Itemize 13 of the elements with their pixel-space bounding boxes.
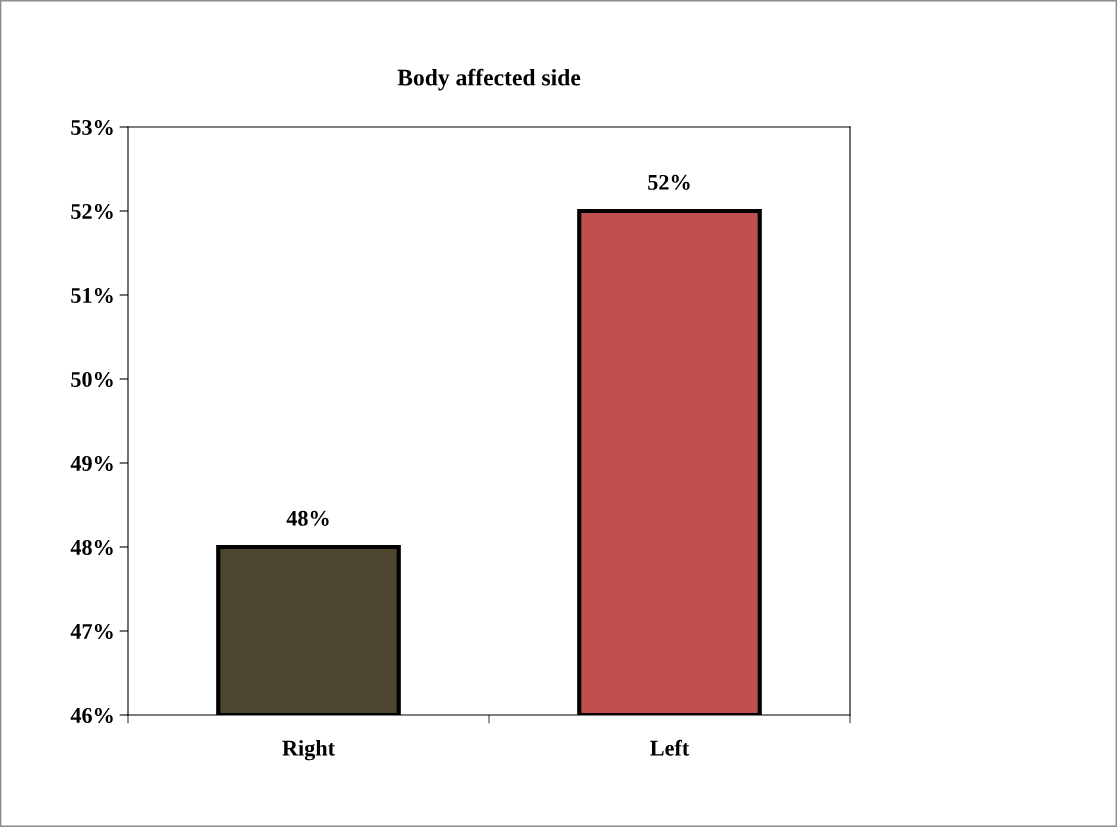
y-tick-label: 53% (71, 119, 113, 135)
data-label: 48% (286, 510, 329, 526)
y-tick-label: 46% (70, 707, 113, 723)
chart-title: Body affected side (397, 68, 581, 91)
y-tick-label: 50% (71, 371, 113, 387)
y-tick-label: 49% (70, 455, 113, 471)
y-tick-label: 47% (70, 623, 113, 639)
data-label: 52% (648, 174, 690, 190)
y-tick-label: 52% (71, 203, 113, 219)
x-tick-label: Right (282, 740, 335, 761)
x-tick-label: Left (650, 739, 690, 756)
y-tick-label: 48% (70, 539, 113, 555)
y-tick-label: 51% (71, 287, 113, 303)
